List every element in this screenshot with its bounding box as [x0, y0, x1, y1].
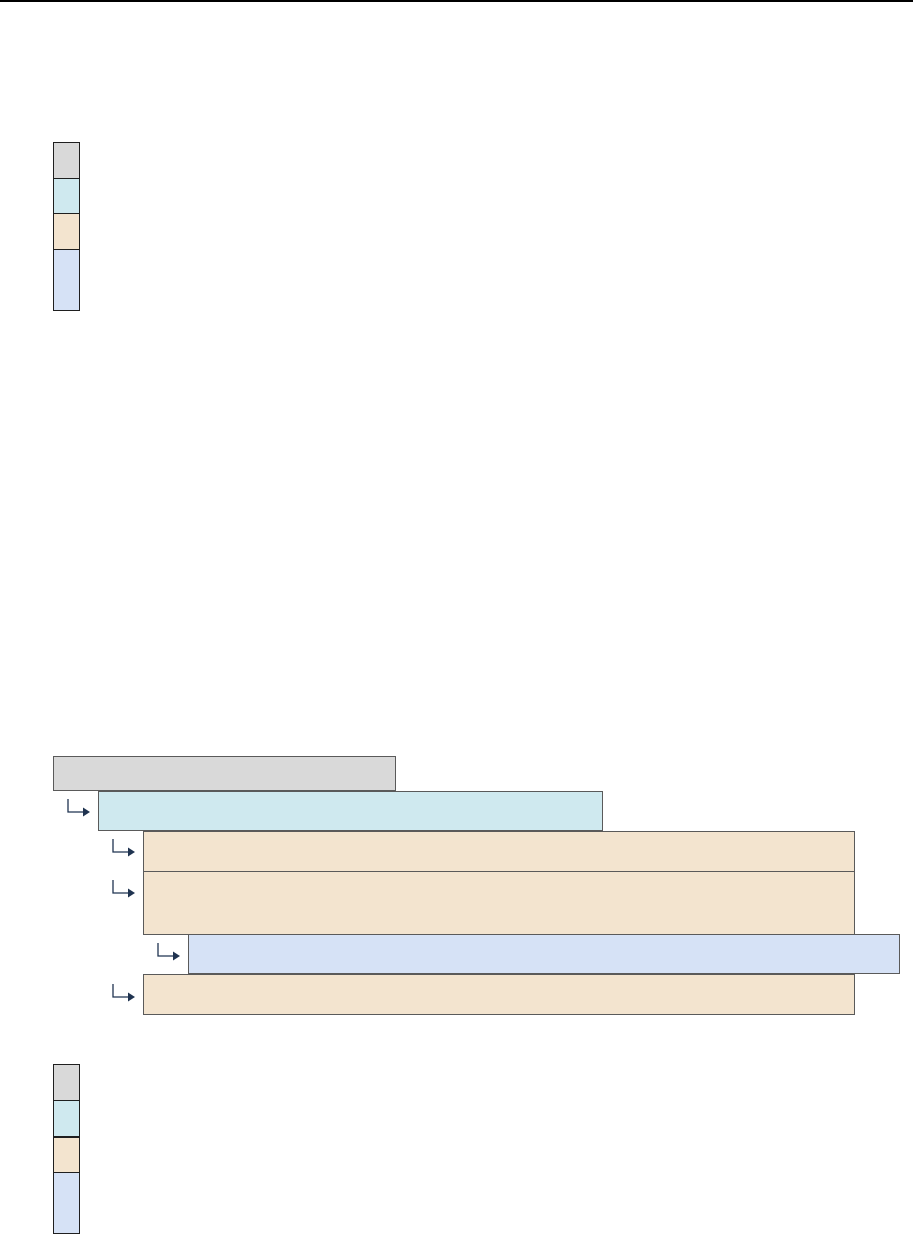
legend-swatch-level3 [53, 1172, 80, 1234]
tree-arrow-icon [112, 839, 135, 857]
legend-swatch-level0 [53, 1064, 80, 1101]
legend-swatch-level2 [53, 1136, 80, 1173]
legend-swatch-level3 [53, 249, 80, 311]
tree-arrow-icon [112, 880, 135, 898]
legend-swatch-level0 [53, 142, 80, 179]
page-top-rule [0, 0, 913, 2]
legend-swatch-level2 [53, 213, 80, 250]
tree-node-level2 [143, 974, 855, 1015]
tree-arrow-icon [157, 943, 180, 961]
tree-arrow-icon [67, 799, 90, 817]
tree-arrow-icon [112, 984, 135, 1002]
legend-swatch-level1 [53, 1100, 80, 1137]
tree-node-root [53, 756, 396, 791]
tree-node-level2 [143, 831, 855, 872]
tree-node-level1 [98, 791, 603, 831]
legend-swatch-level1 [53, 178, 80, 214]
tree-node-level3 [188, 934, 900, 974]
tree-node-level2 [143, 871, 855, 935]
